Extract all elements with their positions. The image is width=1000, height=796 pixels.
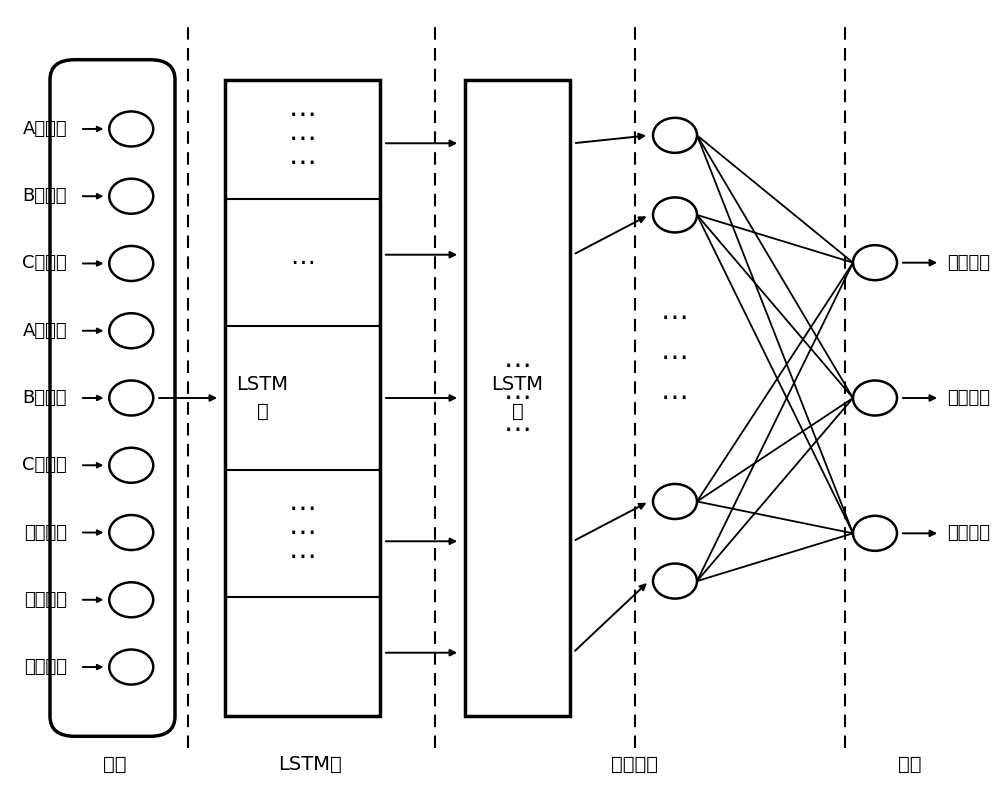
Text: A相电压: A相电压	[22, 322, 67, 340]
Circle shape	[653, 197, 697, 232]
Text: ⋯: ⋯	[289, 101, 316, 130]
Text: 励磁电流: 励磁电流	[947, 254, 990, 271]
Bar	[225, 80, 380, 716]
Circle shape	[653, 484, 697, 519]
Text: ⋯: ⋯	[289, 519, 316, 548]
Text: 无功功率: 无功功率	[24, 658, 67, 676]
Text: ⋯: ⋯	[504, 416, 531, 444]
Circle shape	[109, 246, 153, 281]
Circle shape	[109, 582, 153, 618]
Text: LSTM层: LSTM层	[278, 755, 342, 774]
Text: C相电流: C相电流	[22, 255, 67, 272]
Text: ⋯: ⋯	[504, 352, 531, 380]
Text: 输出: 输出	[898, 755, 922, 774]
Circle shape	[109, 447, 153, 482]
Text: 全连接层: 全连接层	[612, 755, 658, 774]
Text: ⋯: ⋯	[661, 344, 689, 373]
Text: B相电压: B相电压	[22, 389, 67, 407]
Circle shape	[109, 179, 153, 213]
Text: B相电流: B相电流	[22, 187, 67, 205]
Text: LSTM
层: LSTM 层	[237, 375, 288, 421]
Text: C相电压: C相电压	[22, 456, 67, 474]
Text: ⋯: ⋯	[661, 384, 689, 412]
Text: ⋯: ⋯	[289, 495, 316, 524]
Text: ⋯: ⋯	[661, 304, 689, 333]
Text: ⋯: ⋯	[504, 384, 531, 412]
Circle shape	[109, 515, 153, 550]
Circle shape	[109, 380, 153, 416]
Circle shape	[109, 313, 153, 349]
Text: ⋯: ⋯	[289, 149, 316, 178]
Text: ⋯: ⋯	[290, 251, 315, 275]
Text: LSTM
层: LSTM 层	[492, 375, 544, 421]
Text: A相电流: A相电流	[22, 120, 67, 138]
Text: ⋯: ⋯	[289, 543, 316, 572]
Text: ⋯: ⋯	[289, 125, 316, 154]
Circle shape	[653, 118, 697, 153]
Text: 定子振动: 定子振动	[947, 525, 990, 542]
Circle shape	[109, 650, 153, 685]
Text: 有功功率: 有功功率	[24, 591, 67, 609]
Text: 转子振动: 转子振动	[947, 389, 990, 407]
Circle shape	[853, 380, 897, 416]
FancyBboxPatch shape	[50, 60, 175, 736]
Text: 励磁电压: 励磁电压	[24, 524, 67, 541]
Circle shape	[853, 516, 897, 551]
Bar	[465, 80, 570, 716]
Circle shape	[109, 111, 153, 146]
Text: 输入: 输入	[103, 755, 127, 774]
Circle shape	[653, 564, 697, 599]
Circle shape	[853, 245, 897, 280]
